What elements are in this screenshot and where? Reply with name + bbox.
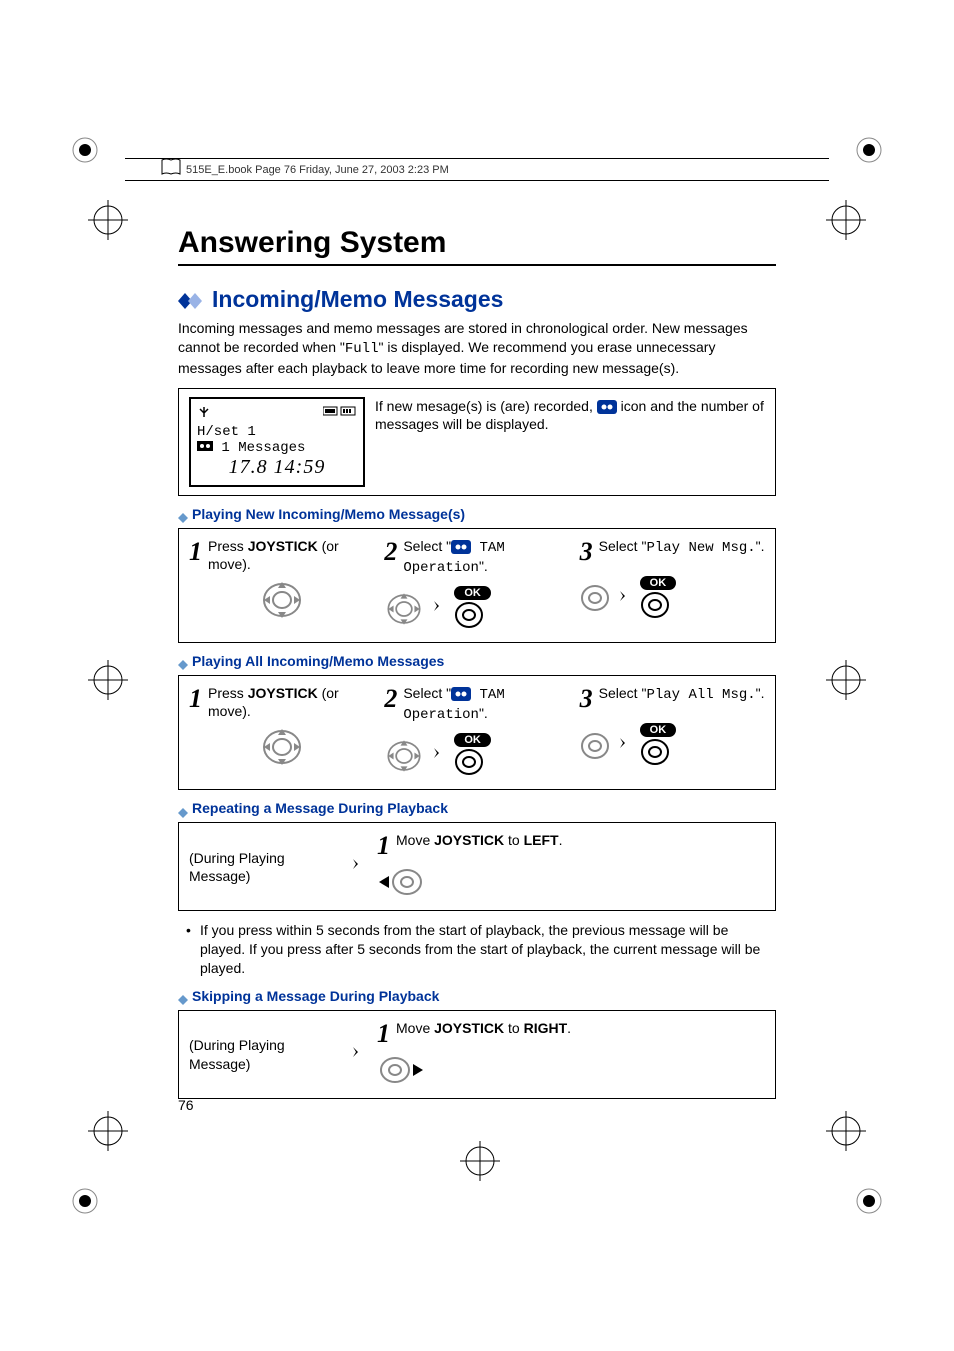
- reg-cross-ml: [88, 660, 128, 700]
- tape-icon: [451, 540, 471, 554]
- joystick-icon: [189, 579, 374, 626]
- lcd-info-box: H/set 1 1 Messages 17.8 14:59 If new mes…: [178, 388, 776, 496]
- subheading-skip: Skipping a Message During Playback: [178, 988, 776, 1004]
- reg-cross-tl: [88, 200, 128, 240]
- arrow-icon: [434, 746, 444, 765]
- single-step: 1 Move JOYSTICK to RIGHT.: [377, 1019, 765, 1090]
- intro-paragraph: Incoming messages and memo messages are …: [178, 319, 776, 378]
- section-heading-text: Incoming/Memo Messages: [212, 286, 503, 313]
- manual-page: 515E_E.book Page 76 Friday, June 27, 200…: [0, 0, 954, 1351]
- header-rule-top: [125, 158, 829, 160]
- lcd-top-icons: [197, 405, 357, 424]
- center-button-icon: [580, 732, 610, 760]
- context-label: (During Playing Message): [189, 849, 339, 885]
- center-button-icon: [454, 601, 484, 629]
- section-heading: Incoming/Memo Messages: [178, 286, 776, 313]
- steps-box-play-new: 1 Press JOYSTICK (or move). 2 Select " T…: [178, 528, 776, 643]
- center-button-icon: [454, 748, 484, 776]
- arrow-icon: [353, 1045, 363, 1064]
- reg-mark-br: [854, 1186, 884, 1216]
- center-button-icon: [580, 584, 610, 612]
- steps-box-skip: (During Playing Message) 1 Move JOYSTICK…: [178, 1010, 776, 1099]
- lcd-line2: 1 Messages: [197, 440, 357, 456]
- antenna-icon: [197, 405, 211, 424]
- ok-button-group: OK: [454, 583, 491, 634]
- ok-button-group: OK: [454, 730, 491, 781]
- note-bullet: If you press within 5 seconds from the s…: [178, 921, 776, 978]
- joystick-icon: [189, 726, 374, 773]
- title-rule: [178, 264, 776, 266]
- step-1: 1 Press JOYSTICK (or move).: [189, 684, 374, 773]
- ok-button-group: OK: [640, 573, 677, 624]
- lcd-time: 17.8 14:59: [197, 456, 357, 479]
- arrow-icon: [620, 589, 630, 608]
- step-2: 2 Select " TAM Operation". OK: [384, 684, 569, 781]
- ok-button-group: OK: [640, 720, 677, 771]
- lcd-line1: H/set 1: [197, 424, 357, 440]
- ok-label: OK: [454, 586, 491, 600]
- reg-cross-mr: [826, 660, 866, 700]
- step-3: 3 Select "Play All Msg.". OK: [580, 684, 765, 771]
- context-label: (During Playing Message): [189, 1036, 339, 1072]
- center-button-icon: [640, 738, 670, 766]
- page-header-text: 515E_E.book Page 76 Friday, June 27, 200…: [186, 164, 449, 176]
- ok-label: OK: [454, 733, 491, 747]
- step-3: 3 Select "Play New Msg.". OK: [580, 537, 765, 624]
- battery-icons: [323, 405, 357, 424]
- steps-box-play-all: 1 Press JOYSTICK (or move). 2 Select " T…: [178, 675, 776, 790]
- joystick-icon: [384, 590, 424, 628]
- lcd-tape-icon: [197, 440, 213, 456]
- reg-cross-bl: [88, 1111, 128, 1151]
- ok-label: OK: [640, 576, 677, 590]
- reg-cross-tr: [826, 200, 866, 240]
- tape-icon: [597, 400, 617, 414]
- joystick-ok-row: OK: [580, 720, 765, 771]
- arrow-icon: [434, 599, 444, 618]
- book-icon: [160, 156, 182, 183]
- steps-box-repeat: (During Playing Message) 1 Move JOYSTICK…: [178, 822, 776, 911]
- reg-mark-bl: [70, 1186, 100, 1216]
- lcd-note: If new mesage(s) is (are) recorded, icon…: [375, 397, 765, 433]
- ok-label: OK: [640, 723, 677, 737]
- single-step: 1 Move JOYSTICK to LEFT.: [377, 831, 765, 902]
- page-title: Answering System: [178, 226, 776, 260]
- joystick-right-icon: [377, 1055, 765, 1090]
- arrow-icon: [620, 736, 630, 755]
- step-2: 2 Select " TAM Operation". OK: [384, 537, 569, 634]
- diamond-icon: [178, 805, 188, 815]
- lcd-screen: H/set 1 1 Messages 17.8 14:59: [189, 397, 365, 487]
- joystick-ok-row: OK: [580, 573, 765, 624]
- reg-mark-tl: [70, 135, 100, 165]
- page-number: 76: [178, 1097, 194, 1113]
- arrow-icon: [353, 857, 363, 876]
- diamond-icon: [178, 992, 188, 1002]
- joystick-icon: [384, 737, 424, 775]
- center-button-icon: [640, 591, 670, 619]
- reg-cross-br: [826, 1111, 866, 1151]
- content-area: Answering System Incoming/Memo Messages …: [178, 226, 776, 1109]
- step-1: 1 Press JOYSTICK (or move).: [189, 537, 374, 626]
- joystick-ok-row: OK: [384, 730, 569, 781]
- joystick-ok-row: OK: [384, 583, 569, 634]
- diamond-icon: [178, 510, 188, 520]
- tape-icon: [451, 687, 471, 701]
- joystick-left-icon: [377, 867, 765, 902]
- subheading-play-new: Playing New Incoming/Memo Message(s): [178, 506, 776, 522]
- diamond-pair-icon: [178, 286, 206, 313]
- header-rule-bottom: [125, 180, 829, 182]
- diamond-icon: [178, 657, 188, 667]
- subheading-repeat: Repeating a Message During Playback: [178, 800, 776, 816]
- subheading-play-all: Playing All Incoming/Memo Messages: [178, 653, 776, 669]
- reg-cross-bc: [460, 1141, 500, 1181]
- reg-mark-tr: [854, 135, 884, 165]
